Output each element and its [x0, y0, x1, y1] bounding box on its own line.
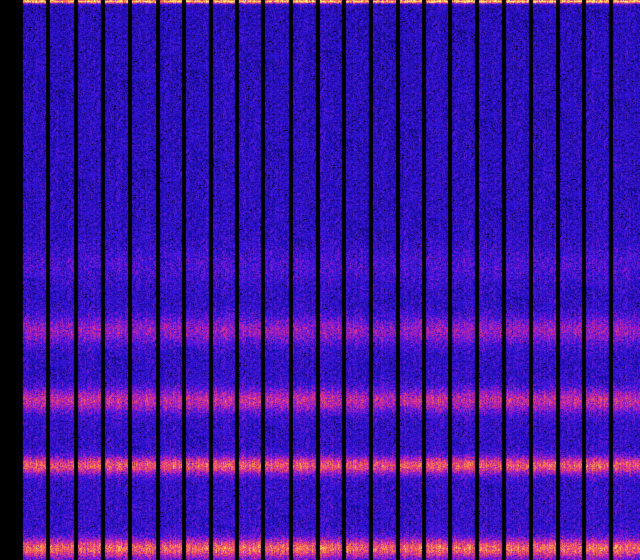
spectrogram-image: [0, 0, 640, 560]
